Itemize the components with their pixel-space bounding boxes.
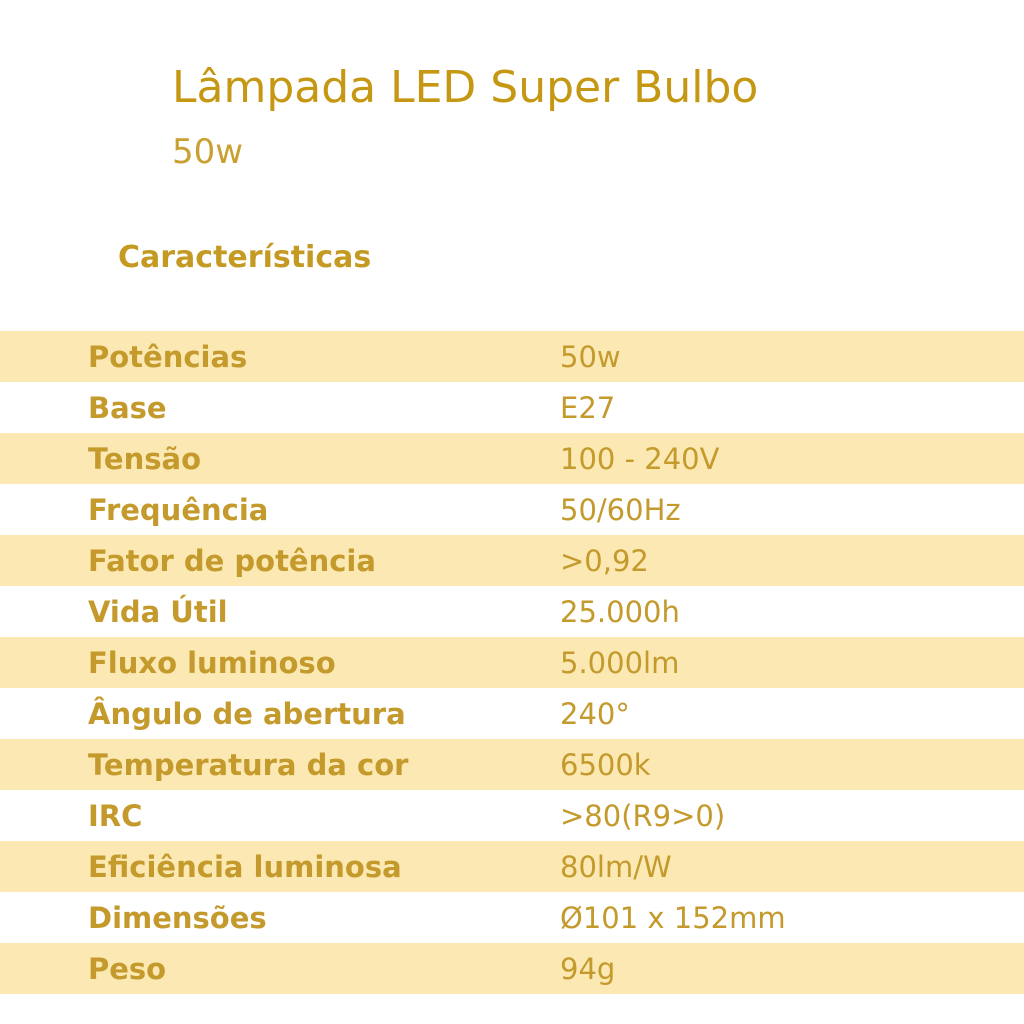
spec-row-angulo-de-abertura: Ângulo de abertura 240° [0,688,1024,739]
spec-value: 5.000lm [560,645,680,680]
spec-row-fator-de-potencia: Fator de potência >0,92 [0,535,1024,586]
product-title: Lâmpada LED Super Bulbo [172,62,759,113]
spec-value: 50/60Hz [560,492,681,527]
spec-row-tensao: Tensão 100 - 240V [0,433,1024,484]
spec-value: 25.000h [560,594,680,629]
spec-value: >0,92 [560,543,649,578]
spec-table: Potências 50w Base E27 Tensão 100 - 240V… [0,331,1024,994]
section-heading: Características [118,240,372,275]
spec-value: 100 - 240V [560,441,720,476]
spec-value: 6500k [560,747,651,782]
spec-value: 94g [560,951,616,986]
spec-label: Vida Útil [88,594,228,629]
spec-row-temperatura-da-cor: Temperatura da cor 6500k [0,739,1024,790]
spec-label: Fluxo luminoso [88,645,336,680]
spec-row-eficiencia-luminosa: Eficiência luminosa 80lm/W [0,841,1024,892]
spec-label: Ângulo de abertura [88,696,406,731]
spec-row-fluxo-luminoso: Fluxo luminoso 5.000lm [0,637,1024,688]
spec-row-irc: IRC >80(R9>0) [0,790,1024,841]
spec-value: 240° [560,696,630,731]
spec-value: Ø101 x 152mm [560,900,786,935]
spec-label: Dimensões [88,900,267,935]
spec-label: Base [88,390,167,425]
spec-value: 80lm/W [560,849,672,884]
spec-row-potencias: Potências 50w [0,331,1024,382]
spec-value: E27 [560,390,616,425]
spec-label: Eficiência luminosa [88,849,402,884]
spec-row-peso: Peso 94g [0,943,1024,994]
spec-label: IRC [88,798,143,833]
spec-label: Frequência [88,492,269,527]
spec-label: Peso [88,951,167,986]
spec-row-base: Base E27 [0,382,1024,433]
spec-row-vida-util: Vida Útil 25.000h [0,586,1024,637]
spec-label: Potências [88,339,248,374]
spec-label: Tensão [88,441,201,476]
spec-value: >80(R9>0) [560,798,726,833]
spec-label: Fator de potência [88,543,376,578]
product-wattage: 50w [172,132,244,172]
spec-row-frequencia: Frequência 50/60Hz [0,484,1024,535]
spec-label: Temperatura da cor [88,747,409,782]
spec-row-dimensoes: Dimensões Ø101 x 152mm [0,892,1024,943]
spec-value: 50w [560,339,621,374]
